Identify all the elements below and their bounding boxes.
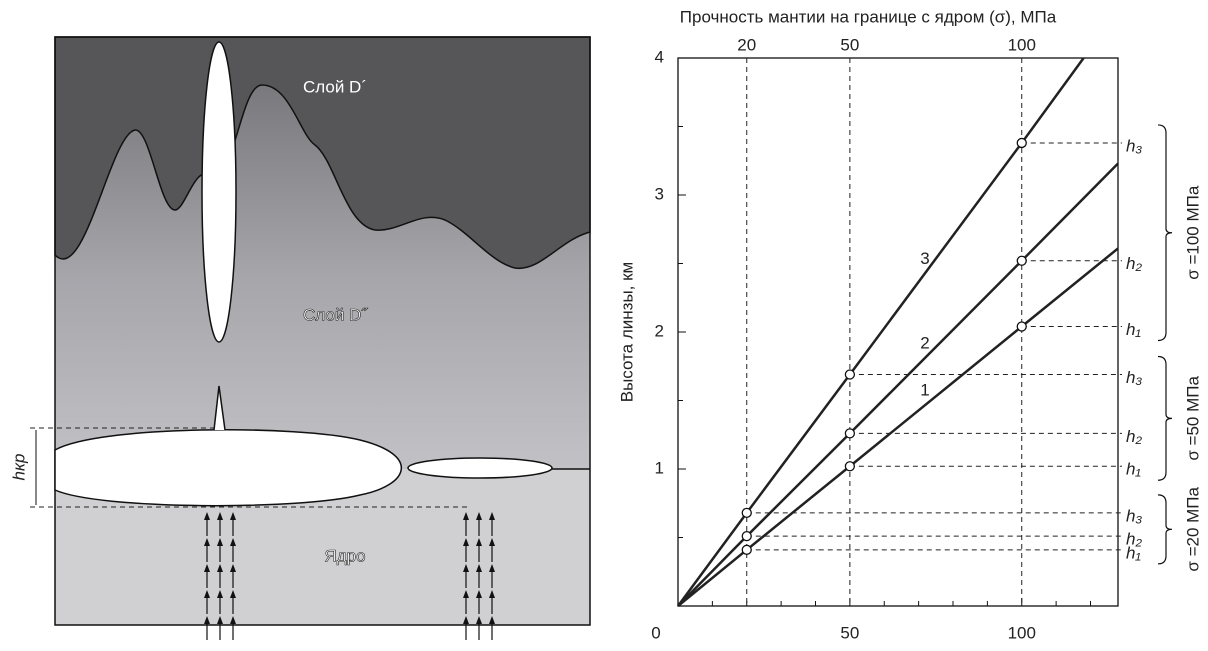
h-label: h₃: [1126, 368, 1142, 387]
point: [742, 545, 751, 554]
h-label: h₂: [1126, 427, 1142, 446]
point: [742, 508, 751, 517]
group-brace: [1158, 356, 1172, 480]
line-label: 2: [920, 333, 929, 352]
point: [1017, 256, 1026, 265]
y-axis-title: Высота линзы, км: [617, 262, 636, 403]
plume: [202, 42, 236, 342]
line-label: 1: [920, 381, 929, 400]
h-label: h₂: [1126, 254, 1142, 273]
x2-axis-title: Прочность мантии на границе с ядром (σ),…: [680, 7, 1057, 26]
figure: hкр Слой D´ Слой D˝ Ядро 0 50 100 1 2 3 4 Прочн…: [0, 0, 1208, 646]
h-label: h₁: [1126, 460, 1141, 479]
group-label: σ =50 МПа: [1183, 376, 1202, 461]
layer-label: Слой D´: [303, 77, 367, 96]
layer-label: Слой D˝: [303, 305, 368, 324]
x2-tick-label: 100: [1008, 35, 1036, 54]
point: [1017, 322, 1026, 331]
h-label: h₃: [1126, 506, 1142, 525]
y-tick-label: 3: [655, 184, 664, 203]
h-label: h₃: [1126, 136, 1142, 155]
h-label: hкр: [9, 454, 28, 481]
point: [1017, 138, 1026, 147]
lens-large: [55, 430, 401, 506]
h-label: h₁: [1126, 320, 1141, 339]
x-tick-label: 50: [840, 623, 859, 642]
plot-frame: [678, 58, 1118, 606]
group-label: σ =20 МПа: [1183, 486, 1202, 571]
point: [742, 532, 751, 541]
h-label: h₂: [1126, 530, 1142, 549]
line-label: 3: [920, 249, 929, 268]
group-brace: [1158, 125, 1172, 341]
point: [845, 370, 854, 379]
chart: 0 50 100 1 2 3 4 Прочность мантии на границе с …: [617, 7, 1202, 642]
point: [845, 462, 854, 471]
lens-small: [408, 458, 552, 478]
group-label: σ =100 МПа: [1183, 185, 1202, 280]
y-tick-label: 4: [655, 47, 664, 66]
diagram: hкр Слой D´ Слой D˝ Ядро: [9, 37, 590, 640]
lens-cover: [56, 451, 62, 489]
x-tick-label: 0: [651, 623, 660, 642]
core-label: Ядро: [324, 546, 365, 565]
x2-tick-label: 50: [840, 35, 859, 54]
x2-tick-label: 20: [737, 35, 756, 54]
group-brace: [1158, 495, 1172, 564]
y-tick-label: 1: [655, 458, 664, 477]
y-tick-label: 2: [655, 321, 664, 340]
point: [845, 429, 854, 438]
x-tick-label: 100: [1008, 623, 1036, 642]
